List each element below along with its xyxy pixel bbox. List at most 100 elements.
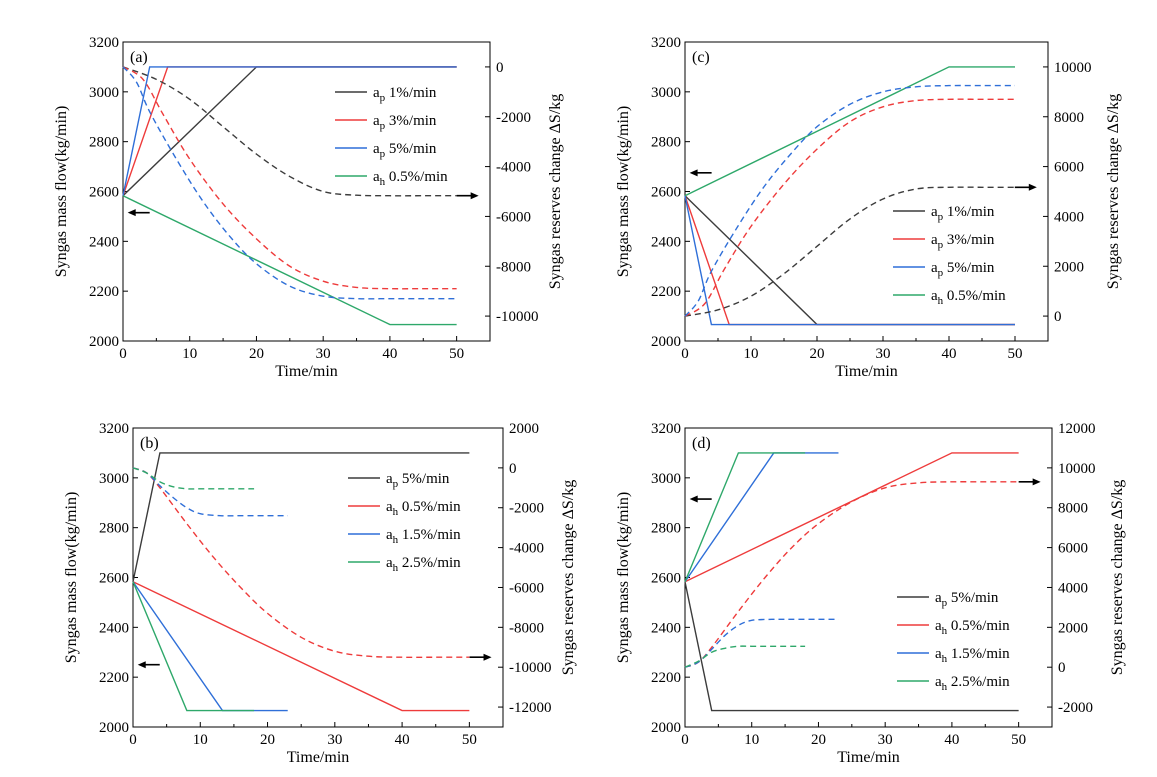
y2-tick-label: 12000 [1058, 421, 1096, 437]
panel-label: (c) [692, 49, 710, 66]
legend-label-sub: h [380, 176, 386, 188]
y2-tick-label: -10000 [509, 660, 552, 676]
y-tick-label: 3200 [651, 421, 681, 437]
chart-panel-1: 0 10 20 30 40 50 2000 2200 2400 2600 2800 3000 3200 0… [615, 35, 1122, 380]
y-tick-label: 3200 [651, 35, 681, 51]
legend-label-main: a [373, 169, 380, 185]
panel-label: (b) [140, 435, 159, 452]
series-line-green [684, 452, 806, 583]
y-tick-label: 2200 [651, 284, 681, 300]
legend-label-main: a [935, 674, 942, 690]
y-axis-title: Syngas mass flow(kg/min) [615, 106, 632, 278]
legend-label-main: a [931, 232, 938, 248]
legend-label-sub: h [393, 534, 399, 546]
y-tick-label: 2800 [89, 135, 119, 151]
series-line-blue-dashed [684, 618, 839, 668]
legend-label: ap 3%/min [931, 232, 995, 251]
chart-panel-2: 0 10 20 30 40 50 2000 2200 2400 2600 2800 3000 3200 -… [63, 421, 577, 766]
legend-label: ap 3%/min [373, 113, 437, 132]
x-tick-label: 0 [119, 346, 127, 362]
legend-label-sub: h [942, 625, 948, 637]
y-tick-label: 2000 [651, 720, 681, 736]
x-tick-label: 10 [744, 732, 759, 748]
x-tick-label: 30 [878, 732, 893, 748]
y-tick-label: 3000 [99, 471, 129, 487]
y2-axis-title: Syngas reserves change ΔS/kg [1105, 94, 1122, 290]
y2-tick-label: 8000 [1058, 501, 1088, 517]
series-line-black [132, 452, 470, 582]
y-axis-title: Syngas mass flow(kg/min) [63, 492, 80, 664]
legend-label-rest: 1%/min [385, 85, 437, 101]
chart-panel-0: 0 10 20 30 40 50 2000 2200 2400 2600 2800 3000 3200 -… [53, 35, 564, 380]
legend-label-sub: p [393, 478, 399, 490]
y2-tick-label: -8000 [496, 259, 531, 275]
legend-label-rest: 5%/min [385, 141, 437, 157]
legend-label-rest: 2.5%/min [947, 674, 1010, 690]
x-axis-title: Time/min [837, 749, 900, 766]
x-tick-label: 50 [449, 346, 464, 362]
legend-label-sub: p [942, 597, 948, 609]
y2-tick-label: -12000 [509, 700, 552, 716]
legend-label-sub: h [942, 653, 948, 665]
x-tick-label: 40 [395, 732, 410, 748]
legend-label-main: a [386, 499, 393, 515]
y-axis-title: Syngas mass flow(kg/min) [53, 106, 70, 278]
legend-label-main: a [373, 141, 380, 157]
legend-label-main: a [935, 646, 942, 662]
series-line-black-dashed [122, 66, 457, 197]
series-line-blue-dashed [132, 467, 288, 517]
series-line-blue [684, 452, 839, 583]
x-tick-label: 50 [462, 732, 477, 748]
legend-label-rest: 1%/min [943, 204, 995, 220]
y2-tick-label: -2000 [509, 501, 544, 517]
y2-tick-label: -2000 [496, 110, 531, 126]
legend-label-rest: 3%/min [385, 113, 437, 129]
x-tick-label: 20 [810, 346, 825, 362]
legend-label-rest: 0.5%/min [943, 288, 1006, 304]
legend-label: ap 5%/min [373, 141, 437, 160]
x-axis-title: Time/min [275, 363, 338, 380]
legend-label-sub: p [938, 267, 944, 279]
legend-label-sub: p [380, 92, 386, 104]
legend-label-main: a [931, 288, 938, 304]
y2-tick-label: 2000 [509, 421, 539, 437]
legend-label-sub: p [380, 120, 386, 132]
series-line-red [132, 581, 470, 712]
series-line-blue [684, 195, 1015, 326]
legend-label-main: a [931, 260, 938, 276]
legend-label: ah 0.5%/min [373, 169, 448, 188]
y2-tick-label: 0 [509, 461, 517, 477]
legend-label: ap 5%/min [386, 471, 450, 490]
legend-label: ap 5%/min [931, 260, 995, 279]
x-tick-label: 10 [744, 346, 759, 362]
y2-tick-label: -8000 [509, 620, 544, 636]
y2-tick-label: 4000 [1058, 580, 1088, 596]
y-tick-label: 2400 [89, 234, 119, 250]
legend-label: ah 0.5%/min [935, 618, 1010, 637]
legend-label: ap 1%/min [931, 204, 995, 223]
series-line-black [684, 581, 1019, 712]
x-tick-label: 40 [942, 346, 957, 362]
y2-tick-label: 10000 [1054, 60, 1092, 76]
series-line-red-dashed [684, 481, 1019, 668]
panel-label: (a) [130, 49, 148, 66]
y-tick-label: 3200 [89, 35, 119, 51]
legend-label: ah 2.5%/min [386, 555, 461, 574]
x-tick-label: 30 [316, 346, 331, 362]
axis-arrow-head [1028, 183, 1037, 191]
y2-tick-label: 6000 [1054, 160, 1084, 176]
legend-label-main: a [386, 527, 393, 543]
y2-tick-label: 6000 [1058, 541, 1088, 557]
series-line-green-dashed [684, 645, 806, 668]
series-line-blue [132, 581, 288, 712]
y-tick-label: 2600 [89, 185, 119, 201]
y-tick-label: 2800 [651, 521, 681, 537]
legend-label-rest: 5%/min [398, 471, 450, 487]
y-tick-label: 2600 [99, 571, 129, 587]
y-tick-label: 2800 [99, 521, 129, 537]
x-tick-label: 10 [182, 346, 197, 362]
chart-panel-3: 0 10 20 30 40 50 2000 2200 2400 2600 2800 3000 3200 -… [615, 421, 1126, 766]
y-tick-label: 3000 [651, 471, 681, 487]
x-tick-label: 40 [944, 732, 959, 748]
